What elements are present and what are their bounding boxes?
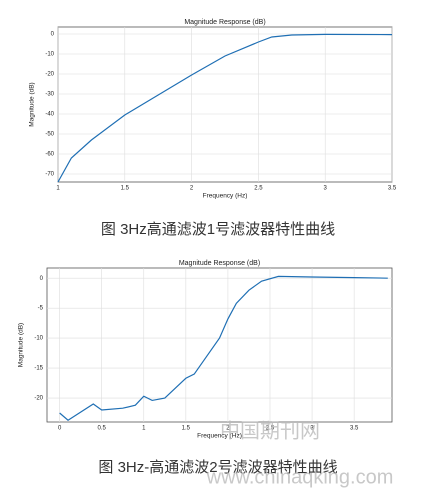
x-axis-label: Frequency (Hz)	[203, 193, 248, 200]
x-tick-label: 3	[324, 186, 328, 192]
y-tick-label: -20	[45, 72, 54, 78]
y-tick-label: -50	[45, 132, 54, 138]
caption: 图 3Hz高通滤波1号滤波器特性曲线	[101, 221, 335, 238]
y-axis-label: Magnitude (dB)	[18, 323, 25, 367]
x-tick-label: 1	[142, 426, 146, 432]
y-tick-label: -30	[45, 92, 54, 98]
x-tick-label: 1.5	[121, 186, 130, 192]
watermark-url: www.chinaqking.com	[206, 466, 394, 488]
series-line	[59, 275, 388, 421]
x-tick-label: 2.5	[254, 186, 263, 192]
x-tick-label: 1.5	[182, 426, 191, 432]
x-tick-label: 3.5	[350, 426, 359, 432]
plot-area	[57, 26, 393, 183]
watermark-name: 中国期刊网	[220, 419, 320, 442]
caption: 图 3Hz-高通滤波2号滤波器特性曲线	[98, 459, 337, 476]
y-tick-label: -10	[45, 52, 54, 58]
y-axis-label: Magnitude (dB)	[29, 82, 36, 126]
y-tick-label: -5	[38, 306, 44, 312]
chart-title: Magnitude Response (dB)	[179, 260, 260, 267]
x-tick-label: 3.5	[388, 186, 397, 192]
series-line	[57, 33, 393, 183]
x-tick-label: 2	[226, 426, 230, 432]
y-tick-label: 0	[51, 32, 55, 38]
x-tick-label: 0	[58, 426, 62, 432]
y-tick-label: 0	[40, 276, 44, 282]
x-tick-label: 2	[190, 186, 194, 192]
y-tick-label: -20	[34, 396, 43, 402]
x-tick-label: 2.5	[266, 426, 275, 432]
chart-title: Magnitude Response (dB)	[184, 19, 265, 26]
x-tick-label: 0.5	[98, 426, 107, 432]
y-tick-label: -70	[45, 172, 54, 178]
plot-area	[46, 267, 393, 423]
y-tick-label: -15	[34, 366, 43, 372]
y-tick-label: -60	[45, 152, 54, 158]
y-tick-label: -40	[45, 112, 54, 118]
x-tick-label: 1	[56, 186, 60, 192]
y-tick-label: -10	[34, 336, 43, 342]
x-tick-label: 3	[310, 426, 314, 432]
x-axis-label: Frequency (Hz)	[197, 433, 242, 440]
